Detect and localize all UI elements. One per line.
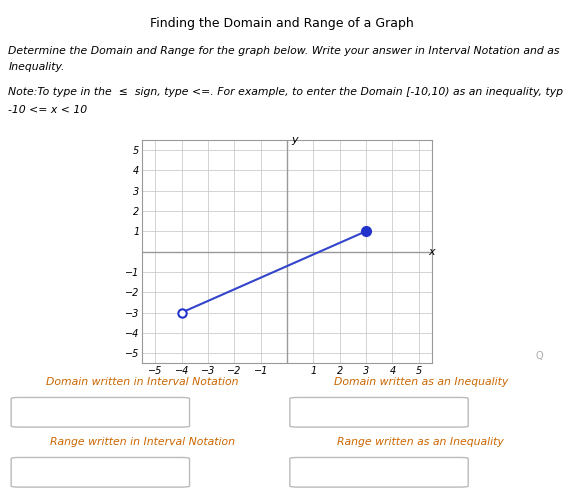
Text: Range written as an Inequality: Range written as an Inequality [337,436,504,447]
Text: Finding the Domain and Range of a Graph: Finding the Domain and Range of a Graph [150,17,413,30]
Text: Q: Q [536,351,543,361]
FancyBboxPatch shape [290,458,468,487]
Text: Inequality.: Inequality. [8,62,65,72]
FancyBboxPatch shape [290,398,468,427]
Text: Note:To type in the  ≤  sign, type <=. For example, to enter the Domain [-10,10): Note:To type in the ≤ sign, type <=. For… [8,88,563,97]
Text: y: y [291,135,298,145]
Text: Range written in Interval Notation: Range written in Interval Notation [50,436,235,447]
Text: Domain written as an Inequality: Domain written as an Inequality [334,376,508,387]
Text: Determine the Domain and Range for the graph below. Write your answer in Interva: Determine the Domain and Range for the g… [8,46,563,56]
Text: x: x [428,246,435,256]
Text: Domain written in Interval Notation: Domain written in Interval Notation [46,376,238,387]
FancyBboxPatch shape [11,458,190,487]
Text: -10 <= x < 10: -10 <= x < 10 [8,105,87,115]
FancyBboxPatch shape [11,398,190,427]
